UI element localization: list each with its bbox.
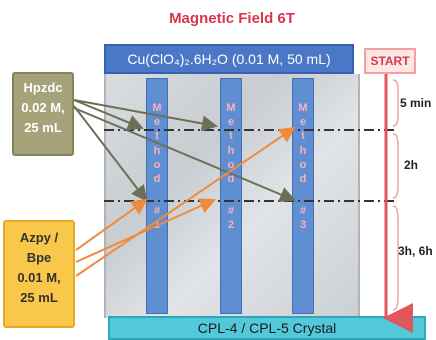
azpy-bpe-reagent-box: Azpy / Bpe 0.01 M, 25 mL	[3, 220, 75, 328]
start-label: START	[364, 48, 416, 74]
bracket-3h	[392, 205, 399, 311]
diagram-title: Magnetic Field 6T	[169, 10, 295, 27]
hpzdc-arrow-1	[73, 99, 144, 131]
hpzdc-arrow-4	[73, 107, 296, 202]
time-label-5min: 5 min	[400, 96, 432, 110]
azpy-arrow-3	[75, 126, 296, 277]
hpzdc-arrow-2	[73, 99, 218, 132]
time-label-2h: 2h	[404, 158, 419, 172]
time-label-3h6h: 3h, 6h	[398, 244, 433, 258]
hpzdc-arrow-3	[73, 105, 148, 202]
bracket-2h	[392, 133, 399, 199]
bracket-5min	[392, 79, 399, 127]
top-reagent-bar: Cu(ClO₄)₂.6H₂O (0.01 M, 50 mL)	[104, 44, 354, 74]
hpzdc-reagent-box: Hpzdc 0.02 M, 25 mL	[12, 72, 74, 156]
azpy-arrow-1	[75, 198, 148, 251]
azpy-arrow-2	[75, 198, 216, 263]
